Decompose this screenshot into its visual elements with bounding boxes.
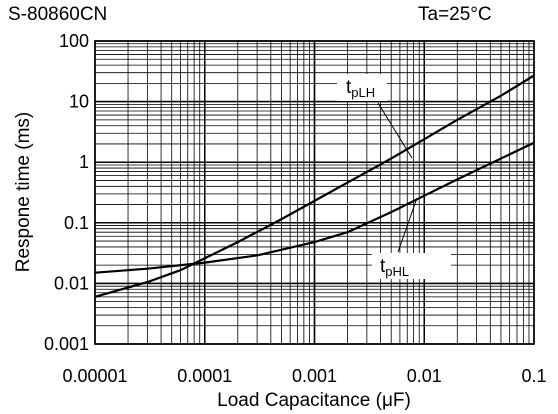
y-tick-labels: 0.001 0.01 0.1 1 10 100 xyxy=(44,31,89,354)
y-tick-label: 1 xyxy=(79,152,89,172)
y-tick-label: 0.01 xyxy=(54,273,89,293)
x-axis-label: Load Capacitance (μF) xyxy=(217,390,411,411)
label-background-tpHL xyxy=(372,253,451,279)
series-label-tpHL: tpHL xyxy=(380,256,409,279)
x-tick-label: 0.001 xyxy=(292,366,337,386)
series-line-tpLH xyxy=(94,74,535,298)
condition-label: Ta=25°C xyxy=(418,4,492,25)
y-tick-label: 0.1 xyxy=(64,213,89,233)
x-tick-label: 0.01 xyxy=(407,366,442,386)
x-tick-label: 0.0001 xyxy=(177,366,232,386)
y-tick-label: 100 xyxy=(59,31,89,51)
y-axis-label: Respone time (ms) xyxy=(13,112,34,273)
y-tick-label: 0.001 xyxy=(44,334,89,354)
y-tick-label: 10 xyxy=(69,92,89,112)
x-tick-labels: 0.00001 0.0001 0.001 0.01 0.1 xyxy=(62,366,546,386)
series-label-tpLH: tpLH xyxy=(346,77,375,100)
x-tick-label: 0.1 xyxy=(521,366,546,386)
x-tick-label: 0.00001 xyxy=(62,366,127,386)
label-background-tpLH xyxy=(337,74,387,101)
series-lines xyxy=(94,74,535,298)
series-labels: tpLH tpHL xyxy=(337,74,451,279)
series-line-tpHL xyxy=(94,141,535,274)
plot-frame xyxy=(94,40,535,345)
label-leader-tpHL xyxy=(397,197,418,253)
label-leader-tpLH xyxy=(377,102,413,159)
model-label: S-80860CN xyxy=(8,4,108,25)
